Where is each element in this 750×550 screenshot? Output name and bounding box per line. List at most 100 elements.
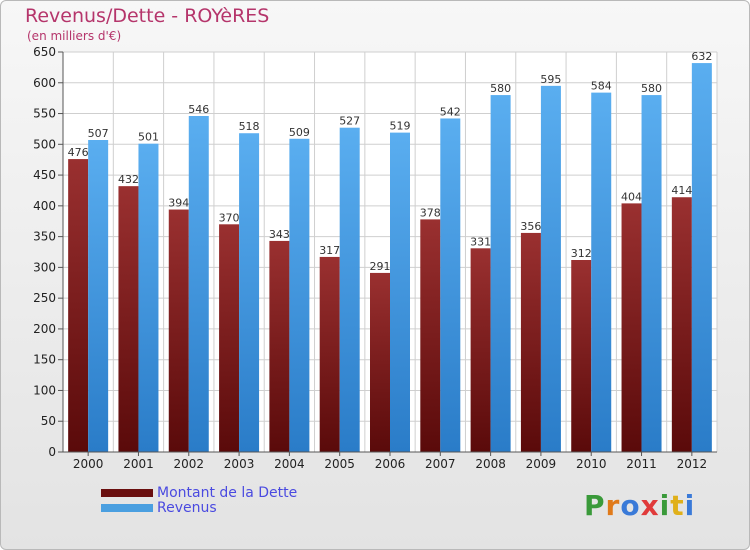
y-tick-label: 550	[33, 107, 56, 121]
logo-letter: o	[620, 489, 641, 522]
bar-dette	[671, 197, 692, 452]
value-label-revenus: 542	[440, 105, 461, 118]
value-label-revenus: 527	[339, 115, 360, 128]
bar-revenus	[591, 92, 612, 452]
bar-dette	[420, 219, 441, 452]
value-label-dette: 291	[370, 260, 391, 273]
legend: Montant de la Dette Revenus	[101, 486, 297, 516]
value-label-dette: 476	[68, 146, 89, 159]
value-label-revenus: 580	[641, 82, 662, 95]
x-tick-label: 2000	[73, 457, 104, 471]
bar-dette	[319, 256, 340, 452]
y-tick-label: 600	[33, 76, 56, 90]
logo-letter: i	[659, 489, 671, 522]
bar-revenus	[289, 138, 310, 452]
bar-dette	[520, 232, 541, 452]
legend-swatch-revenus	[101, 504, 153, 512]
bar-revenus	[540, 85, 561, 452]
value-label-dette: 343	[269, 228, 290, 241]
y-tick-label: 50	[41, 414, 56, 428]
logo-letter: r	[605, 489, 621, 522]
bar-revenus	[440, 118, 461, 452]
y-tick-label: 150	[33, 353, 56, 367]
x-tick-label: 2002	[173, 457, 204, 471]
legend-item-revenus: Revenus	[101, 501, 297, 516]
x-tick-label: 2007	[425, 457, 456, 471]
bar-revenus	[138, 143, 159, 452]
x-tick-label: 2006	[375, 457, 406, 471]
value-label-revenus: 518	[239, 120, 260, 133]
legend-label-revenus: Revenus	[157, 500, 217, 516]
x-tick-label: 2011	[626, 457, 657, 471]
logo-letter: P	[584, 489, 606, 522]
x-tick-label: 2001	[123, 457, 154, 471]
axes: 0 50 100 150 200 250 300 350 400 450 500 550 600 650 2…	[33, 45, 717, 471]
value-label-revenus: 546	[188, 103, 209, 116]
bar-dette	[370, 272, 390, 452]
bar-dette	[571, 260, 592, 452]
legend-swatch-dette	[101, 489, 153, 497]
bar-revenus	[339, 127, 360, 452]
x-tick-label: 2005	[324, 457, 355, 471]
value-label-dette: 317	[319, 244, 340, 257]
value-label-dette: 356	[520, 220, 541, 233]
logo-letter: x	[640, 489, 660, 522]
bar-revenus	[390, 132, 410, 452]
value-label-dette: 394	[168, 197, 189, 210]
value-label-dette: 414	[671, 184, 692, 197]
bar-dette	[118, 186, 139, 452]
value-label-dette: 312	[571, 247, 592, 260]
bar-revenus	[641, 95, 662, 453]
chart-title: Revenus/Dette - ROYèRES	[25, 5, 270, 27]
bar-dette	[219, 224, 240, 452]
logo-letter: i	[684, 489, 696, 522]
value-label-dette: 378	[420, 206, 441, 219]
value-label-revenus: 501	[138, 131, 159, 144]
y-tick-label: 300	[33, 260, 56, 274]
y-tick-label: 500	[33, 137, 56, 151]
value-label-dette: 331	[470, 235, 491, 248]
bar-dette	[621, 203, 642, 452]
bar-revenus	[88, 140, 109, 452]
y-tick-label: 650	[33, 45, 56, 59]
value-label-dette: 404	[621, 190, 642, 203]
bar-revenus	[490, 95, 511, 453]
bar-revenus	[691, 63, 712, 452]
legend-item-dette: Montant de la Dette	[101, 486, 297, 501]
y-tick-label: 250	[33, 291, 56, 305]
value-label-dette: 432	[118, 173, 139, 186]
bar-revenus	[239, 133, 260, 452]
value-label-dette: 370	[219, 211, 240, 224]
x-tick-label: 2008	[475, 457, 506, 471]
bar-dette	[470, 248, 491, 452]
value-label-revenus: 595	[540, 73, 561, 86]
value-labels: 476 507 432 501 394 546 370 518 343 509 317 527 291 5…	[68, 50, 713, 273]
y-tick-label: 350	[33, 230, 56, 244]
y-tick-label: 200	[33, 322, 56, 336]
chart-subtitle: (en milliers d'€)	[27, 29, 122, 43]
legend-label-dette: Montant de la Dette	[157, 485, 298, 501]
y-tick-label: 0	[48, 445, 56, 459]
bar-dette	[68, 159, 89, 453]
bars	[68, 63, 712, 453]
x-tick-label: 2009	[526, 457, 557, 471]
x-tick-label: 2003	[224, 457, 255, 471]
y-tick-label: 100	[33, 383, 56, 397]
x-tick-label: 2010	[576, 457, 607, 471]
y-tick-label: 400	[33, 199, 56, 213]
value-label-revenus: 507	[88, 127, 109, 140]
logo-letter: t	[670, 489, 685, 522]
x-tick-label: 2004	[274, 457, 305, 471]
value-label-revenus: 580	[490, 82, 511, 95]
x-tick-label: 2012	[677, 457, 708, 471]
value-label-revenus: 632	[691, 50, 712, 63]
bar-dette	[168, 209, 189, 452]
proxiti-logo: Proxiti	[584, 489, 695, 522]
bar-dette	[269, 240, 290, 452]
y-tick-label: 450	[33, 168, 56, 182]
value-label-revenus: 509	[289, 126, 310, 139]
value-label-revenus: 519	[390, 120, 411, 133]
bar-revenus	[188, 116, 209, 452]
